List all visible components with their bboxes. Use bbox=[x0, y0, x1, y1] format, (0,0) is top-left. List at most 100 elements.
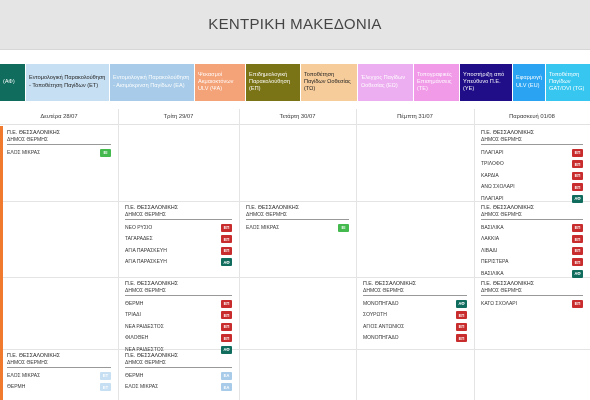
activity-badge: ΕΠ bbox=[221, 235, 232, 244]
legend-item-label: Εφαρμογή ULV (ΕU) bbox=[516, 75, 543, 89]
location-row[interactable]: ΑΝΩ ΣΧΟΛΑΡΙ ΕΠ bbox=[481, 182, 583, 194]
legend-item-label: Επιδημιολογική Παρακολούθηση (ΕΠ) bbox=[249, 71, 291, 93]
location-row[interactable]: ΜΟΝΟΠΗΓΑΔΟ ΕΠ bbox=[363, 333, 467, 345]
location-row[interactable]: ΝΕΟ ΡΥΣΙΟ ΕΠ bbox=[125, 222, 232, 234]
location-name: ΝΕΑ ΡΑΙΔΕΣΤΟΣ bbox=[125, 323, 164, 330]
location-row[interactable]: ΕΛΟΣ ΜΙΚΡΑΣ ΕΙ bbox=[246, 222, 349, 234]
activity-badge: ΑΦ bbox=[572, 269, 583, 278]
regional-unit-label: Π.Ε. ΘΕΣΣΑΛΟΝΙΚΗΣ bbox=[125, 353, 178, 359]
location-row[interactable]: ΑΓΙΑ ΠΑΡΑΣΚΕΥΗ ΕΠ bbox=[125, 245, 232, 257]
location-name: ΕΛΟΣ ΜΙΚΡΑΣ bbox=[246, 224, 280, 231]
regional-unit-label: Π.Ε. ΘΕΣΣΑΛΟΝΙΚΗΣ bbox=[481, 205, 534, 211]
location-row[interactable]: ΘΕΡΜΗ ΕΠ bbox=[125, 298, 232, 310]
municipality-label: ΔΗΜΟΣ ΘΕΡΜΗΣ bbox=[125, 212, 232, 220]
location-name: ΘΕΡΜΗ bbox=[125, 300, 144, 307]
page-title: ΚΕΝΤΡΙΚΗ ΜΑΚΕΔΟΝΙΑ bbox=[208, 16, 382, 33]
regional-unit-label: Π.Ε. ΘΕΣΣΑΛΟΝΙΚΗΣ bbox=[246, 205, 299, 211]
location-row[interactable]: ΚΑΤΩ ΣΧΟΛΑΡΙ ΕΠ bbox=[481, 298, 583, 310]
legend-item: Τοπογραφικές Επισημάνσεις (ΤΕ) bbox=[414, 64, 459, 101]
day-header: Πέμπτη 31/07 bbox=[356, 109, 474, 125]
location-name: ΠΛΑΓΙΑΡΙ bbox=[481, 149, 504, 156]
location-name: ΤΡΙΛΟΦΟ bbox=[481, 161, 504, 168]
location-name: ΛΑΚΚΙΑ bbox=[481, 236, 500, 243]
activity-badge: ΕΠ bbox=[572, 246, 583, 255]
location-row[interactable]: ΦΙΛΟΘΕΗ ΕΠ bbox=[125, 333, 232, 345]
schedule-card[interactable]: Π.Ε. ΘΕΣΣΑΛΟΝΙΚΗΣ ΔΗΜΟΣ ΘΕΡΜΗΣ ΒΑΣΙΛΙΚΑ ΕΠ Λ… bbox=[481, 205, 583, 280]
location-name: ΕΛΟΣ ΜΙΚΡΑΣ bbox=[7, 372, 41, 379]
schedule-card[interactable]: Π.Ε. ΘΕΣΣΑΛΟΝΙΚΗΣ ΔΗΜΟΣ ΘΕΡΜΗΣ ΕΛΟΣ ΜΙΚΡΑΣ… bbox=[246, 205, 349, 234]
location-row[interactable]: ΘΕΡΜΗ ΕΤ bbox=[7, 382, 111, 394]
activity-badge: ΕΠ bbox=[221, 334, 232, 343]
activity-badge: ΕΠ bbox=[572, 235, 583, 244]
location-row[interactable]: ΣΟΥΡΩΤΗ ΕΠ bbox=[363, 310, 467, 322]
row-divider bbox=[0, 277, 590, 278]
location-row[interactable]: ΤΑΓΑΡΑΔΕΣ ΕΠ bbox=[125, 234, 232, 246]
header-bar: ΚΕΝΤΡΙΚΗ ΜΑΚΕΔΟΝΙΑ bbox=[0, 0, 590, 50]
activity-badge: ΕΠ bbox=[221, 322, 232, 331]
location-name: ΠΕΡΙΣΤΕΡΑ bbox=[481, 259, 509, 266]
location-row[interactable]: ΘΕΡΜΗ ΕΑ bbox=[125, 370, 232, 382]
activity-badge: ΕΠ bbox=[456, 311, 467, 320]
schedule-card[interactable]: Π.Ε. ΘΕΣΣΑΛΟΝΙΚΗΣ ΔΗΜΟΣ ΘΕΡΜΗΣ ΘΕΡΜΗ ΕΠ ΤΡΙΑ… bbox=[125, 281, 232, 356]
location-name: ΘΕΡΜΗ bbox=[7, 384, 26, 391]
legend-item-label: (ΑΦ) bbox=[3, 78, 15, 85]
legend-item-label: Έλεγχος Παγίδων Ωοθεσίας (ΕΩ) bbox=[361, 75, 406, 89]
schedule-card[interactable]: Π.Ε. ΘΕΣΣΑΛΟΝΙΚΗΣ ΔΗΜΟΣ ΘΕΡΜΗΣ ΚΑΤΩ ΣΧΟΛΑΡ… bbox=[481, 281, 583, 310]
activity-badge: ΕΠ bbox=[572, 223, 583, 232]
location-row[interactable]: ΠΛΑΓΙΑΡΙ ΕΠ bbox=[481, 147, 583, 159]
regional-unit-label: Π.Ε. ΘΕΣΣΑΛΟΝΙΚΗΣ bbox=[7, 353, 60, 359]
schedule-card[interactable]: Π.Ε. ΘΕΣΣΑΛΟΝΙΚΗΣ ΔΗΜΟΣ ΘΕΡΜΗΣ ΜΟΝΟΠΗΓΑΔΟ Α… bbox=[363, 281, 467, 344]
activity-badge: ΕΠ bbox=[572, 258, 583, 267]
regional-unit-label: Π.Ε. ΘΕΣΣΑΛΟΝΙΚΗΣ bbox=[125, 281, 178, 287]
activity-badge: ΑΦ bbox=[456, 299, 467, 308]
location-row[interactable]: ΝΕΑ ΡΑΙΔΕΣΤΟΣ ΑΦ bbox=[125, 344, 232, 356]
legend-item: Τοποθέτηση Παγίδων GAT/OVI (ΤG) bbox=[546, 64, 590, 101]
location-row[interactable]: ΑΓΙΑ ΠΑΡΑΣΚΕΥΗ ΑΦ bbox=[125, 257, 232, 269]
schedule-card[interactable]: Π.Ε. ΘΕΣΣΑΛΟΝΙΚΗΣ ΔΗΜΟΣ ΘΕΡΜΗΣ ΝΕΟ ΡΥΣΙΟ ΕΠ… bbox=[125, 205, 232, 268]
location-name: ΕΛΟΣ ΜΙΚΡΑΣ bbox=[125, 384, 159, 391]
column-divider bbox=[118, 109, 119, 400]
activity-badge: ΕΠ bbox=[572, 160, 583, 169]
schedule-card[interactable]: Π.Ε. ΘΕΣΣΑΛΟΝΙΚΗΣ ΔΗΜΟΣ ΘΕΡΜΗΣ ΘΕΡΜΗ ΕΑ ΕΛΟΣ… bbox=[125, 353, 232, 393]
location-row[interactable]: ΠΕΡΙΣΤΕΡΑ ΕΠ bbox=[481, 257, 583, 269]
schedule-card[interactable]: Π.Ε. ΘΕΣΣΑΛΟΝΙΚΗΣ ΔΗΜΟΣ ΘΕΡΜΗΣ ΕΛΟΣ ΜΙΚΡΑΣ… bbox=[7, 353, 111, 393]
location-row[interactable]: ΤΡΙΛΟΦΟ ΕΠ bbox=[481, 159, 583, 171]
legend-item: Εντομολογική Παρακολούθηση - Τοποθέτηση … bbox=[26, 64, 109, 101]
location-row[interactable]: ΚΑΡΔΙΑ ΕΠ bbox=[481, 170, 583, 182]
schedule-card[interactable]: Π.Ε. ΘΕΣΣΑΛΟΝΙΚΗΣ ΔΗΜΟΣ ΘΕΡΜΗΣ ΠΛΑΓΙΑΡΙ ΕΠ Τ… bbox=[481, 130, 583, 205]
legend-item-label: Εντομολογική Παρακολούθηση - Τοποθέτηση … bbox=[29, 75, 106, 89]
activity-badge: ΕΠ bbox=[572, 171, 583, 180]
day-header: Δευτέρα 28/07 bbox=[0, 109, 118, 125]
location-row[interactable]: ΛΙΒΑΔΙ ΕΠ bbox=[481, 245, 583, 257]
legend-item-label: Τοποθέτηση Παγίδων GAT/OVI (ΤG) bbox=[549, 71, 585, 93]
regional-unit-label: Π.Ε. ΘΕΣΣΑΛΟΝΙΚΗΣ bbox=[125, 205, 178, 211]
location-name: ΚΑΤΩ ΣΧΟΛΑΡΙ bbox=[481, 300, 518, 307]
location-row[interactable]: ΤΡΙΑΔΙ ΕΠ bbox=[125, 310, 232, 322]
location-row[interactable]: ΠΛΑΓΙΑΡΙ ΑΦ bbox=[481, 193, 583, 205]
municipality-label: ΔΗΜΟΣ ΘΕΡΜΗΣ bbox=[125, 288, 232, 296]
location-row[interactable]: ΜΟΝΟΠΗΓΑΔΟ ΑΦ bbox=[363, 298, 467, 310]
location-row[interactable]: ΑΓΙΟΣ ΑΝΤΩΝΙΟΣ ΕΠ bbox=[363, 321, 467, 333]
municipality-label: ΔΗΜΟΣ ΘΕΡΜΗΣ bbox=[481, 288, 583, 296]
location-name: ΜΟΝΟΠΗΓΑΔΟ bbox=[363, 300, 399, 307]
activity-badge: ΕΠ bbox=[456, 334, 467, 343]
column-divider bbox=[239, 109, 240, 400]
regional-unit-label: Π.Ε. ΘΕΣΣΑΛΟΝΙΚΗΣ bbox=[481, 130, 534, 136]
legend-item-label: Εντομολογική Παρακολούθηση - Αισιμόκρινσ… bbox=[113, 75, 190, 89]
legend-item-label: Υποστήριξη από Υπεύθυνο Π.Ε. (ΥΕ) bbox=[463, 71, 505, 93]
activity-badge: ΕΠ bbox=[221, 311, 232, 320]
legend-item: Τοποθέτηση Παγίδων Ωοθεσίας (ΤΩ) bbox=[301, 64, 357, 101]
location-row[interactable]: ΛΑΚΚΙΑ ΕΠ bbox=[481, 234, 583, 246]
location-row[interactable]: ΕΛΟΣ ΜΙΚΡΑΣ ΕΑ bbox=[125, 382, 232, 394]
municipality-label: ΔΗΜΟΣ ΘΕΡΜΗΣ bbox=[481, 137, 583, 145]
location-row[interactable]: ΒΑΣΙΛΙΚΑ ΑΦ bbox=[481, 268, 583, 280]
location-row[interactable]: ΕΛΟΣ ΜΙΚΡΑΣ ΕΤ bbox=[7, 370, 111, 382]
schedule-card[interactable]: Π.Ε. ΘΕΣΣΑΛΟΝΙΚΗΣ ΔΗΜΟΣ ΘΕΡΜΗΣ ΕΛΟΣ ΜΙΚΡΑΣ… bbox=[7, 130, 111, 159]
location-row[interactable]: ΕΛΟΣ ΜΙΚΡΑΣ ΕΙ bbox=[7, 147, 111, 159]
municipality-label: ΔΗΜΟΣ ΘΕΡΜΗΣ bbox=[7, 137, 111, 145]
location-name: ΘΕΡΜΗ bbox=[125, 372, 144, 379]
location-row[interactable]: ΒΑΣΙΛΙΚΑ ΕΠ bbox=[481, 222, 583, 234]
location-name: ΑΓΙΟΣ ΑΝΤΩΝΙΟΣ bbox=[363, 323, 405, 330]
day-header: Τρίτη 29/07 bbox=[118, 109, 239, 125]
location-row[interactable]: ΝΕΑ ΡΑΙΔΕΣΤΟΣ ΕΠ bbox=[125, 321, 232, 333]
